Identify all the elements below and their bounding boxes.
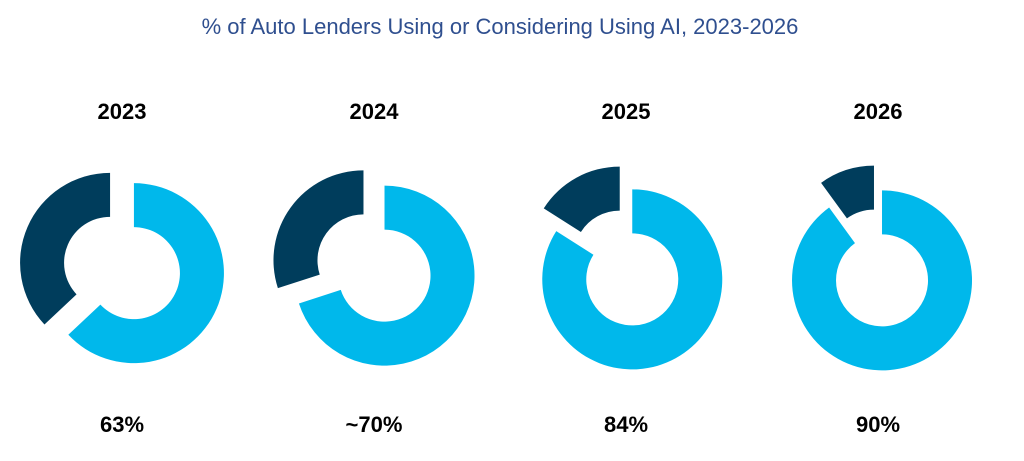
slice-using-2025 [542,189,723,370]
slice-using-2024 [298,185,475,366]
value-label-2024: ~70% [346,412,403,437]
year-label-2023: 2023 [98,99,147,124]
slice-remaining-2024 [273,170,364,289]
value-label-2023: 63% [100,412,144,437]
year-label-2025: 2025 [602,99,651,124]
year-label-2024: 2024 [350,99,400,124]
slice-remaining-2026 [821,165,874,219]
chart-title: % of Auto Lenders Using or Considering U… [201,14,799,39]
year-label-2026: 2026 [854,99,903,124]
value-label-2025: 84% [604,412,648,437]
slice-using-2023 [68,183,224,364]
slice-remaining-2025 [543,166,620,232]
value-label-2026: 90% [856,412,900,437]
slice-using-2026 [792,190,973,371]
slice-remaining-2023 [20,172,111,325]
